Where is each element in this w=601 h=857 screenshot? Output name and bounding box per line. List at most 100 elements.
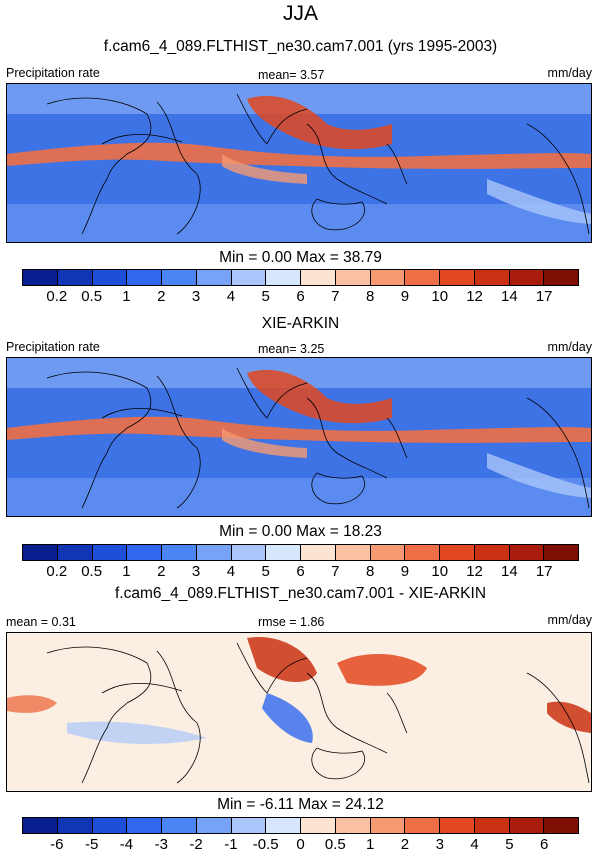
colorbar-tick-label: -0.5 — [252, 836, 279, 853]
colorbar-swatch — [127, 545, 162, 560]
panel-3-mean-label: mean = 0.31 — [6, 615, 76, 629]
colorbar-swatch — [474, 270, 510, 285]
colorbar-swatch — [57, 270, 93, 285]
colorbar-swatch — [23, 270, 58, 285]
colorbar-tick-label: 1 — [122, 288, 131, 305]
panel-2-map-svg — [7, 358, 591, 516]
panel-1-subtitle: f.cam6_4_089.FLTHIST_ne30.cam7.001 (yrs … — [103, 38, 498, 55]
colorbar-swatch — [335, 270, 371, 285]
colorbar-tick-label: 17 — [535, 563, 553, 580]
colorbar-swatch — [301, 818, 336, 833]
colorbar-tick-label: -2 — [189, 836, 203, 853]
colorbar-swatch — [509, 270, 545, 285]
colorbar-swatch — [162, 545, 197, 560]
colorbar-tick-label: 12 — [466, 288, 483, 305]
colorbar-swatch — [544, 818, 578, 833]
colorbar-swatch — [162, 818, 197, 833]
panel-2-colorbar — [22, 544, 579, 561]
panel-2-map — [6, 357, 592, 517]
colorbar-tick-label: 1 — [122, 563, 131, 580]
colorbar-swatch — [92, 545, 128, 560]
colorbar-tick-label: 3 — [435, 836, 444, 853]
panel-2-variable-label: Precipitation rate — [6, 340, 100, 354]
colorbar-swatch — [301, 270, 336, 285]
colorbar-tick-label: 1 — [365, 836, 375, 853]
colorbar-tick-label: 9 — [400, 563, 410, 580]
colorbar-tick-label: 0 — [296, 836, 305, 853]
panel-1-map — [6, 83, 592, 243]
panel-2-mean-label: mean= 3.25 — [258, 342, 325, 356]
colorbar-swatch — [474, 818, 510, 833]
colorbar-swatch — [370, 545, 406, 560]
colorbar-tick-label: -1 — [224, 836, 238, 853]
colorbar-swatch — [266, 270, 301, 285]
colorbar-tick-label: 10 — [431, 563, 449, 580]
panel-3-colorbar-ticks: -6 -5 -4 -3 -2 -1 -0.5 0 0.5 1 2 3 4 5 6 — [22, 836, 579, 856]
panel-1-colorbar — [22, 269, 579, 286]
panel-1-map-svg — [7, 84, 591, 242]
colorbar-tick-label: 0.2 — [46, 563, 68, 580]
panel-1-variable-label: Precipitation rate — [6, 66, 100, 80]
colorbar-swatch — [196, 270, 232, 285]
colorbar-tick-label: 6 — [540, 836, 549, 853]
panel-3-map — [6, 632, 592, 792]
colorbar-tick-label: 8 — [365, 288, 375, 305]
colorbar-tick-label: 0.5 — [81, 563, 103, 580]
panel-1-colorbar-ticks: 0.2 0.5 1 2 3 4 5 6 7 8 9 10 12 14 17 — [22, 288, 579, 308]
colorbar-swatch — [370, 818, 406, 833]
colorbar-swatch — [266, 818, 301, 833]
colorbar-tick-label: 14 — [501, 288, 518, 305]
colorbar-tick-label: 10 — [431, 288, 449, 305]
colorbar-tick-label: -6 — [50, 836, 64, 853]
colorbar-swatch — [440, 270, 475, 285]
colorbar-tick-label: 12 — [466, 563, 483, 580]
panel-3-map-svg — [7, 633, 591, 791]
colorbar-swatch — [57, 545, 93, 560]
colorbar-swatch — [335, 818, 371, 833]
colorbar-tick-label: 2 — [400, 836, 410, 853]
panel-1-minmax: Min = 0.00 Max = 38.79 — [219, 249, 382, 266]
figure-title: JJA — [282, 2, 318, 25]
colorbar-swatch — [509, 818, 545, 833]
panel-3-units-label: mm/day — [547, 613, 592, 627]
colorbar-tick-label: 5 — [505, 836, 514, 853]
colorbar-tick-label: 8 — [365, 563, 375, 580]
colorbar-swatch — [405, 270, 440, 285]
panel-3-subtitle: f.cam6_4_089.FLTHIST_ne30.cam7.001 - XIE… — [114, 585, 487, 602]
colorbar-swatch — [474, 545, 510, 560]
colorbar-tick-label: -4 — [119, 836, 134, 853]
colorbar-tick-label: 0.5 — [324, 836, 346, 853]
colorbar-swatch — [335, 545, 371, 560]
panel-3-colorbar — [22, 817, 579, 834]
colorbar-swatch — [92, 818, 128, 833]
panel-1-mean-label: mean= 3.57 — [258, 68, 325, 82]
colorbar-swatch — [127, 270, 162, 285]
colorbar-tick-label: 9 — [400, 288, 410, 305]
colorbar-swatch — [544, 270, 578, 285]
panel-2-colorbar-ticks: 0.2 0.5 1 2 3 4 5 6 7 8 9 10 12 14 17 — [22, 563, 579, 583]
colorbar-swatch — [23, 545, 58, 560]
colorbar-tick-label: 3 — [191, 563, 201, 580]
colorbar-swatch — [196, 818, 232, 833]
panel-2-minmax: Min = 0.00 Max = 18.23 — [219, 523, 382, 540]
colorbar-tick-label: 5 — [261, 288, 270, 305]
colorbar-swatch — [162, 270, 197, 285]
colorbar-swatch — [544, 545, 578, 560]
panel-2-subtitle: XIE-ARKIN — [261, 315, 340, 332]
colorbar-tick-label: 7 — [331, 288, 340, 305]
colorbar-swatch — [231, 818, 267, 833]
colorbar-tick-label: -3 — [154, 836, 168, 853]
colorbar-tick-label: 14 — [501, 563, 518, 580]
colorbar-swatch — [127, 818, 162, 833]
colorbar-swatch — [23, 818, 58, 833]
colorbar-tick-label: 7 — [331, 563, 340, 580]
colorbar-tick-label: 17 — [535, 288, 553, 305]
colorbar-swatch — [301, 545, 336, 560]
colorbar-tick-label: -5 — [84, 836, 99, 853]
panel-3-rmse-label: rmse = 1.86 — [258, 615, 325, 629]
colorbar-swatch — [405, 545, 440, 560]
panel-1-units-label: mm/day — [547, 66, 592, 80]
colorbar-swatch — [509, 545, 545, 560]
panel-2-units-label: mm/day — [547, 340, 592, 354]
colorbar-tick-label: 2 — [157, 563, 166, 580]
